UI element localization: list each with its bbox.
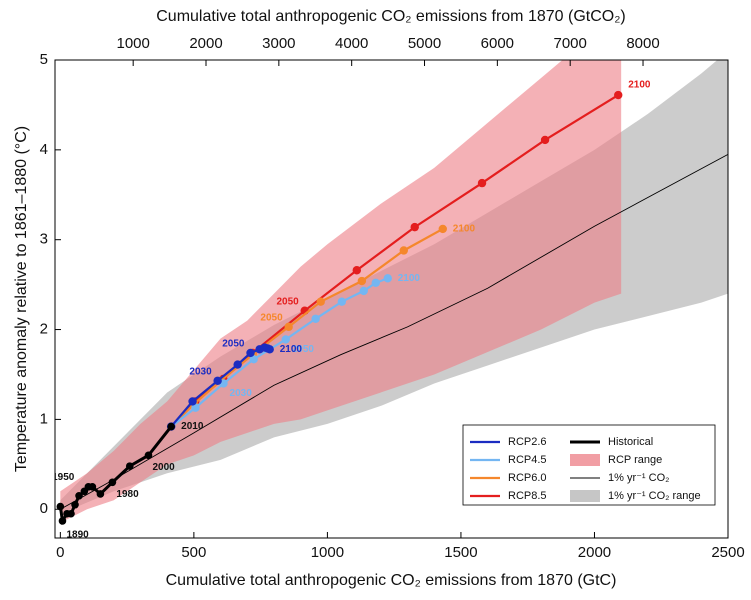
x2-axis-title: Cumulative total anthropogenic CO₂ emiss… <box>156 8 626 25</box>
point-label: 2050 <box>222 339 245 350</box>
point-label: 2010 <box>181 421 204 432</box>
data-point <box>213 376 222 385</box>
point-label: 2100 <box>453 224 476 235</box>
x2-tick-label: 5000 <box>408 35 441 52</box>
data-point <box>311 314 320 323</box>
data-point <box>249 354 258 364</box>
data-point <box>75 491 83 500</box>
data-point <box>359 286 368 296</box>
legend-label: RCP6.0 <box>508 472 547 484</box>
point-label: 2050 <box>276 296 299 307</box>
point-label: 2030 <box>230 388 253 399</box>
point-label: 2050 <box>292 344 315 355</box>
point-label: 2100 <box>628 80 651 91</box>
data-point <box>125 462 134 470</box>
data-point <box>167 422 175 431</box>
point-label: 1980 <box>116 489 139 500</box>
legend-label: 1% yr⁻¹ CO₂ range <box>608 490 701 502</box>
data-point <box>56 502 65 511</box>
data-point <box>71 500 79 509</box>
data-point <box>316 297 325 306</box>
data-point <box>67 509 75 518</box>
x-tick-label: 500 <box>181 544 206 561</box>
point-label: 2100 <box>398 273 421 284</box>
x-tick-label: 1500 <box>444 544 477 561</box>
series-line <box>170 277 389 428</box>
data-point <box>58 517 67 525</box>
point-label: 2000 <box>152 462 175 473</box>
data-point <box>399 246 408 255</box>
data-point <box>96 490 105 498</box>
point-label: 2100 <box>280 344 303 355</box>
point-label: 1950 <box>52 472 75 483</box>
data-point <box>188 397 197 406</box>
data-point <box>265 345 274 354</box>
y-tick-label: 4 <box>40 141 48 158</box>
data-point <box>144 451 153 460</box>
data-point <box>233 360 242 369</box>
data-point <box>191 403 200 412</box>
axes: 0 500 1000 1500 2000 2500 1000 2000 3000 4000 5000… <box>40 35 745 561</box>
y-axis-title: Temperature anomaly relative to 1861–188… <box>13 126 30 472</box>
y-tick-label: 5 <box>40 51 48 68</box>
legend-label: RCP8.5 <box>508 490 547 502</box>
data-point <box>477 178 487 188</box>
y-tick-label: 3 <box>40 231 48 248</box>
x-tick-label: 2500 <box>711 544 744 561</box>
legend-swatch <box>570 454 600 466</box>
legend-label: RCP range <box>608 454 662 466</box>
data-point <box>352 266 361 275</box>
point-label: 2030 <box>189 366 212 377</box>
legend-label: 1% yr⁻¹ CO₂ <box>608 472 669 484</box>
legend-label: Historical <box>608 436 653 448</box>
x-tick-label: 2000 <box>578 544 611 561</box>
data-point <box>614 90 623 100</box>
data-point <box>108 478 117 487</box>
data-point <box>246 348 255 358</box>
point-label: 1890 <box>66 530 89 541</box>
x2-tick-label: 8000 <box>626 35 659 52</box>
data-point <box>540 135 550 145</box>
data-point <box>410 222 419 232</box>
plot-frame <box>54 59 729 539</box>
x2-tick-label: 6000 <box>481 35 514 52</box>
y-tick-label: 2 <box>40 321 48 338</box>
data-point <box>337 297 347 306</box>
series-line <box>60 153 728 510</box>
y-tick-label: 1 <box>40 410 48 427</box>
data-point <box>357 276 367 286</box>
x-axis-title: Cumulative total anthropogenic CO₂ emiss… <box>166 572 617 589</box>
x-tick-label: 1000 <box>311 544 344 561</box>
x2-tick-label: 4000 <box>335 35 368 52</box>
data-point <box>284 322 293 332</box>
legend-swatch <box>570 490 600 502</box>
x2-tick-label: 3000 <box>262 35 295 52</box>
y-tick-label: 0 <box>40 500 48 517</box>
data-point <box>88 482 97 491</box>
x2-tick-label: 1000 <box>116 35 149 52</box>
data-point <box>371 278 380 288</box>
legend-label: RCP2.6 <box>508 436 547 448</box>
x2-tick-label: 7000 <box>553 35 586 52</box>
x-tick-label: 0 <box>56 544 64 561</box>
data-point <box>281 335 290 344</box>
legend: RCP2.6 Historical RCP4.5 RCP range RCP6.0 1% … <box>462 424 716 506</box>
data-point <box>383 274 392 283</box>
point-label: 2050 <box>260 312 283 323</box>
data-point <box>438 224 447 234</box>
x2-tick-label: 2000 <box>189 35 222 52</box>
legend-label: RCP4.5 <box>508 454 547 466</box>
